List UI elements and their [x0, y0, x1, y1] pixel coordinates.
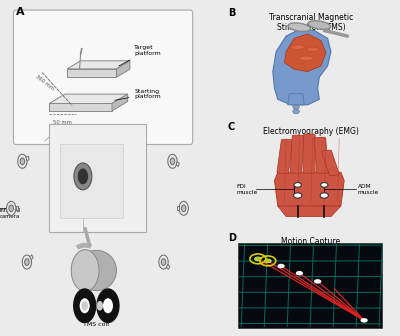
Circle shape — [293, 105, 299, 109]
Circle shape — [77, 168, 88, 185]
Circle shape — [254, 257, 262, 261]
Text: ADM
muscle: ADM muscle — [358, 184, 379, 195]
Ellipse shape — [308, 21, 331, 29]
Circle shape — [74, 163, 92, 190]
Circle shape — [168, 154, 177, 168]
Circle shape — [103, 298, 113, 313]
Circle shape — [293, 109, 299, 114]
Circle shape — [360, 318, 368, 323]
Polygon shape — [49, 103, 112, 111]
Circle shape — [182, 205, 186, 212]
FancyBboxPatch shape — [314, 137, 328, 173]
Ellipse shape — [76, 250, 116, 291]
FancyBboxPatch shape — [277, 139, 293, 173]
Circle shape — [320, 193, 328, 198]
Circle shape — [255, 257, 261, 261]
FancyBboxPatch shape — [304, 134, 315, 173]
Circle shape — [6, 201, 16, 215]
Polygon shape — [273, 30, 331, 105]
Circle shape — [294, 193, 302, 198]
Circle shape — [73, 288, 96, 323]
Polygon shape — [116, 61, 130, 77]
Text: 360 mm: 360 mm — [34, 74, 55, 91]
Ellipse shape — [291, 45, 304, 49]
Bar — [30, 255, 33, 260]
Circle shape — [314, 279, 321, 284]
FancyBboxPatch shape — [14, 10, 193, 144]
Text: Infrared
camera: Infrared camera — [0, 208, 21, 219]
Circle shape — [22, 255, 32, 269]
Bar — [16, 206, 18, 210]
Text: Transcranial Magnetic
Stimulation (TMS): Transcranial Magnetic Stimulation (TMS) — [269, 13, 353, 32]
Polygon shape — [284, 34, 326, 72]
FancyBboxPatch shape — [60, 144, 123, 218]
Text: D: D — [228, 233, 236, 243]
Ellipse shape — [298, 56, 314, 60]
FancyBboxPatch shape — [49, 124, 146, 232]
Polygon shape — [67, 61, 130, 69]
Bar — [166, 264, 170, 269]
Circle shape — [80, 298, 90, 313]
Polygon shape — [288, 94, 304, 105]
Polygon shape — [278, 206, 341, 217]
Polygon shape — [49, 94, 128, 103]
Text: Electromyography (EMG): Electromyography (EMG) — [263, 127, 359, 136]
Circle shape — [294, 182, 301, 187]
Circle shape — [96, 288, 120, 323]
Ellipse shape — [288, 23, 311, 32]
Text: Target
platform: Target platform — [119, 45, 161, 66]
Circle shape — [321, 182, 328, 187]
Bar — [176, 162, 179, 167]
Bar — [238, 244, 382, 328]
Text: C: C — [228, 122, 235, 132]
Text: Motion Capture: Motion Capture — [282, 237, 340, 246]
Circle shape — [278, 264, 285, 268]
Text: B: B — [228, 8, 235, 18]
Text: 50 mm: 50 mm — [53, 120, 72, 125]
Text: FDI
muscle: FDI muscle — [236, 184, 258, 195]
Bar — [26, 156, 29, 161]
Circle shape — [82, 301, 88, 310]
Circle shape — [20, 158, 25, 165]
Circle shape — [265, 259, 271, 263]
Polygon shape — [67, 69, 116, 77]
Circle shape — [264, 259, 272, 263]
Bar — [177, 206, 179, 210]
Circle shape — [161, 259, 166, 265]
Polygon shape — [112, 94, 128, 111]
Ellipse shape — [307, 47, 318, 52]
Circle shape — [159, 255, 168, 269]
Text: TMS coil: TMS coil — [83, 322, 109, 327]
Circle shape — [25, 259, 29, 265]
Text: A: A — [16, 7, 24, 17]
Text: Starting
platform: Starting platform — [115, 89, 161, 100]
FancyBboxPatch shape — [290, 135, 304, 173]
Circle shape — [296, 271, 303, 276]
FancyBboxPatch shape — [322, 150, 339, 176]
Polygon shape — [274, 172, 344, 206]
Circle shape — [9, 205, 14, 212]
Circle shape — [179, 201, 188, 215]
Circle shape — [71, 250, 99, 291]
Circle shape — [96, 301, 103, 310]
Circle shape — [18, 154, 27, 168]
Circle shape — [170, 158, 175, 165]
